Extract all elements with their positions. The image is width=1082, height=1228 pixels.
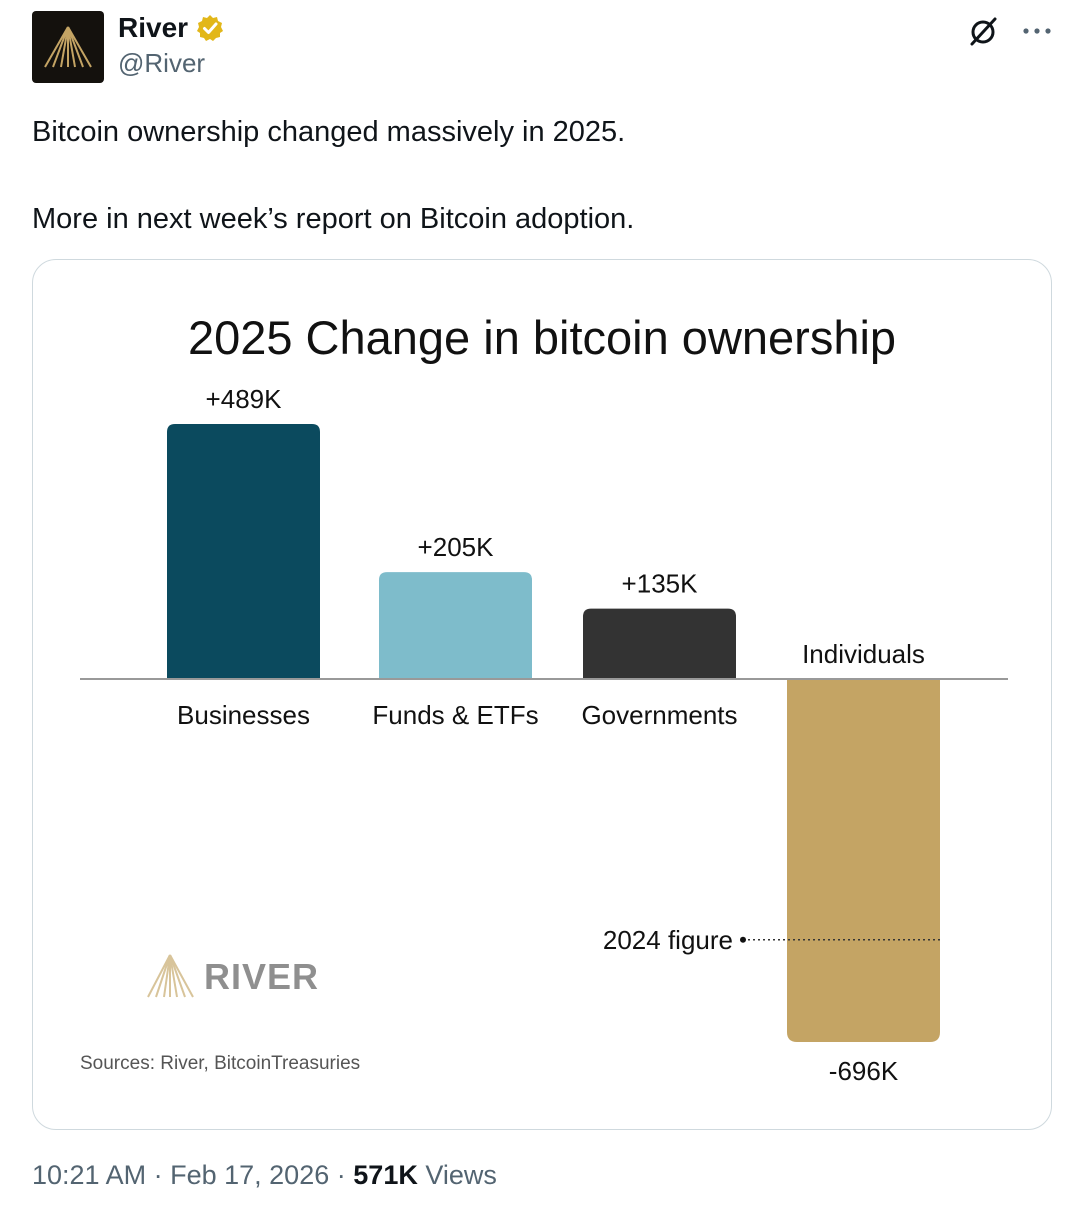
river-logo-icon — [44, 26, 92, 68]
chart-title: 2025 Change in bitcoin ownership — [188, 311, 896, 364]
tweet-actions-top — [966, 14, 1052, 48]
avatar[interactable] — [32, 11, 104, 83]
tweet-line-2: More in next week’s report on Bitcoin ad… — [32, 203, 635, 235]
tweet-time[interactable]: 10:21 AM — [32, 1160, 147, 1190]
views-label: Views — [425, 1160, 497, 1190]
tweet-date[interactable]: Feb 17, 2026 — [170, 1160, 330, 1190]
tweet-line-1: Bitcoin ownership changed massively in 2… — [32, 116, 626, 148]
bar-businesses — [167, 423, 320, 679]
verified-badge-icon[interactable] — [196, 14, 224, 42]
annotation-label: 2024 figure — [603, 925, 733, 955]
bar-funds-etfs — [379, 572, 532, 679]
more-options-icon[interactable] — [1022, 26, 1052, 36]
separator-dot: · — [153, 1160, 163, 1190]
river-watermark-icon — [147, 954, 194, 998]
bar-individuals — [787, 679, 940, 1043]
chart-source: Sources: River, BitcoinTreasuries — [80, 1053, 360, 1074]
value-label-funds-etfs: +205K — [418, 532, 495, 562]
separator-dot: · — [336, 1160, 346, 1190]
media-card[interactable]: 2025 Change in bitcoin ownership +489K Bu… — [32, 259, 1052, 1130]
category-label-individuals: Individuals — [802, 639, 925, 669]
category-label-governments: Governments — [581, 700, 737, 730]
value-label-individuals: -696K — [829, 1056, 899, 1086]
annotation-dot — [740, 936, 746, 943]
category-label-funds-etfs: Funds & ETFs — [372, 700, 538, 730]
tweet-text: Bitcoin ownership changed massively in 2… — [32, 110, 634, 241]
value-label-governments: +135K — [622, 569, 699, 599]
display-name-text: River — [118, 12, 189, 43]
category-label-businesses: Businesses — [177, 700, 310, 730]
value-label-businesses: +489K — [206, 384, 283, 414]
grok-icon[interactable] — [966, 14, 1000, 48]
bar-governments — [583, 608, 736, 679]
account-handle[interactable]: @River — [118, 48, 206, 78]
display-name[interactable]: River — [118, 12, 224, 44]
river-watermark-text: RIVER — [204, 956, 319, 997]
river-watermark: RIVER — [147, 954, 319, 998]
views-count: 571K — [353, 1160, 418, 1190]
bar-chart: 2025 Change in bitcoin ownership +489K Bu… — [80, 311, 1008, 1086]
tweet-meta: 10:21 AM · Feb 17, 2026 · 571K Views — [32, 1160, 497, 1191]
